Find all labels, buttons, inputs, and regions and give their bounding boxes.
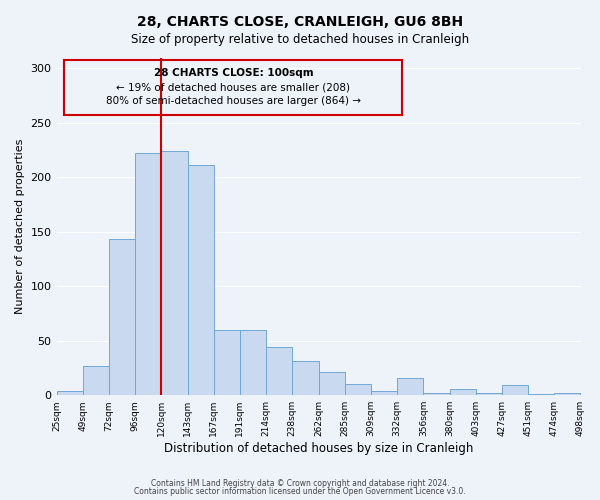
Bar: [292, 362, 319, 395]
Bar: [554, 393, 580, 395]
Text: ← 19% of detached houses are smaller (208): ← 19% of detached houses are smaller (20…: [116, 82, 350, 92]
Bar: [56, 391, 83, 395]
Y-axis label: Number of detached properties: Number of detached properties: [15, 138, 25, 314]
X-axis label: Distribution of detached houses by size in Cranleigh: Distribution of detached houses by size …: [164, 442, 473, 455]
Bar: [476, 393, 502, 395]
Bar: [240, 330, 266, 395]
Bar: [345, 384, 371, 395]
Text: Size of property relative to detached houses in Cranleigh: Size of property relative to detached ho…: [131, 32, 469, 46]
Bar: [161, 151, 188, 395]
Bar: [319, 372, 345, 395]
Bar: [424, 393, 449, 395]
Text: 28, CHARTS CLOSE, CRANLEIGH, GU6 8BH: 28, CHARTS CLOSE, CRANLEIGH, GU6 8BH: [137, 15, 463, 29]
Bar: [449, 388, 476, 395]
Bar: [83, 366, 109, 395]
Bar: [64, 60, 403, 115]
Bar: [266, 348, 292, 395]
Bar: [371, 391, 397, 395]
Text: Contains HM Land Registry data © Crown copyright and database right 2024.: Contains HM Land Registry data © Crown c…: [151, 478, 449, 488]
Bar: [528, 394, 554, 395]
Bar: [188, 166, 214, 395]
Bar: [502, 386, 528, 395]
Text: Contains public sector information licensed under the Open Government Licence v3: Contains public sector information licen…: [134, 488, 466, 496]
Bar: [397, 378, 424, 395]
Text: 80% of semi-detached houses are larger (864) →: 80% of semi-detached houses are larger (…: [106, 96, 361, 106]
Text: 28 CHARTS CLOSE: 100sqm: 28 CHARTS CLOSE: 100sqm: [154, 68, 313, 78]
Bar: [109, 240, 135, 395]
Bar: [214, 330, 240, 395]
Bar: [135, 154, 161, 395]
